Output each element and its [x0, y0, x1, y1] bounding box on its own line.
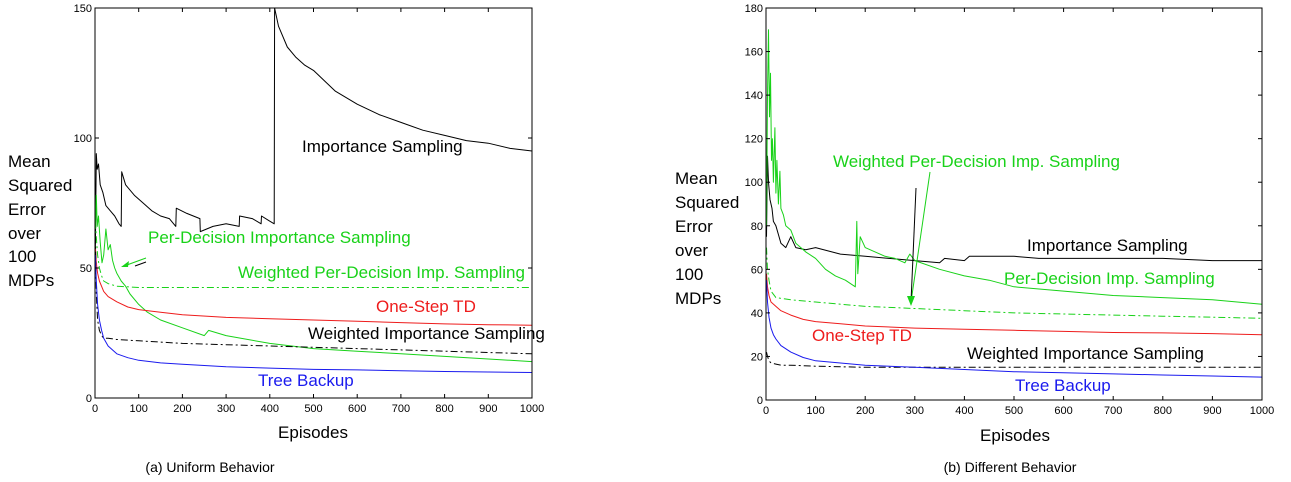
annotation-one-step-td: One-Step TD — [376, 297, 476, 316]
y-tick-label: 60 — [751, 264, 763, 276]
x-tick-label: 500 — [1005, 405, 1023, 417]
y-tick-label: 80 — [751, 221, 763, 233]
chart-different-behavior: 0 100 200 300 400 500 600 700 800 900 1000 0 20 40 60 8… — [675, 3, 1274, 475]
series-line-one-step-td — [766, 273, 1263, 336]
series-line-tree-backup — [766, 280, 1263, 378]
y-axis-label-line: Squared — [8, 176, 72, 195]
y-axis-label-line: 100 — [8, 247, 36, 266]
y-axis-label-line: over — [675, 241, 708, 260]
y-tick-label: 140 — [745, 90, 763, 102]
series-line-one-step-td — [94, 247, 533, 326]
x-tick-label: 0 — [763, 405, 769, 417]
y-tick-label: 40 — [751, 308, 763, 320]
chart-caption: (a) Uniform Behavior — [145, 459, 274, 475]
y-tick-label: 180 — [745, 3, 763, 15]
x-axis-label: Episodes — [980, 426, 1050, 445]
annotation-tree-backup: Tree Backup — [258, 371, 354, 390]
x-tick-label: 1000 — [1250, 405, 1274, 417]
chart-caption: (b) Different Behavior — [944, 459, 1077, 475]
x-tick-label: 1000 — [520, 403, 544, 415]
y-tick-label: 160 — [745, 47, 763, 59]
x-tick-label: 700 — [1104, 405, 1122, 417]
y-axis-label-line: Error — [675, 217, 713, 236]
y-axis-label-line: Mean — [8, 152, 51, 171]
annotation-leader — [910, 187, 917, 303]
y-axis-label-line: MDPs — [675, 289, 721, 308]
x-tick-label: 800 — [435, 403, 453, 415]
y-tick-label: 0 — [86, 393, 92, 405]
series-line-weighted-per-decision-imp-sampling — [94, 221, 532, 288]
annotation-weighted-importance-sampling: Weighted Importance Sampling — [967, 344, 1204, 363]
y-axis-label: Mean Squared Error over 100 MDPs — [675, 169, 739, 308]
y-axis-label-line: over — [8, 224, 41, 243]
annotation-weighted-per-decision: Weighted Per-Decision Imp. Sampling — [238, 263, 525, 282]
x-tick-label: 100 — [806, 405, 824, 417]
x-tick-label: 500 — [304, 403, 322, 415]
annotation-arrowhead — [907, 296, 915, 306]
y-tick-label: 100 — [74, 133, 92, 145]
x-tick-label: 700 — [392, 403, 410, 415]
annotation-arrowhead — [121, 261, 129, 267]
annotation-importance-sampling: Importance Sampling — [1027, 236, 1188, 255]
annotation-arrow — [910, 171, 931, 303]
annotation-weighted-importance-sampling: Weighted Importance Sampling — [308, 324, 545, 343]
annotation-per-decision-importance-sampling: Per-Decision Importance Sampling — [148, 228, 411, 247]
series-line-per-decision-importance-sampling — [94, 194, 533, 363]
y-tick-label: 100 — [745, 177, 763, 189]
annotation-one-step-td: One-Step TD — [812, 326, 912, 345]
series-line-tree-backup — [94, 254, 533, 373]
annotation-importance-sampling: Importance Sampling — [302, 137, 463, 156]
series-line-importance-sampling — [766, 155, 1262, 264]
y-axis-label-line: MDPs — [8, 271, 54, 290]
y-axis-label-line: Mean — [675, 169, 718, 188]
series-line-importance-sampling — [94, 7, 533, 248]
x-tick-label: 900 — [479, 403, 497, 415]
x-tick-label: 300 — [906, 405, 924, 417]
x-tick-label: 800 — [1154, 405, 1172, 417]
series-line-weighted-importance-sampling — [766, 351, 1262, 368]
x-tick-label: 0 — [92, 403, 98, 415]
x-tick-label: 200 — [856, 405, 874, 417]
x-tick-label: 100 — [130, 403, 148, 415]
x-tick-label: 900 — [1203, 405, 1221, 417]
x-axis-label: Episodes — [278, 423, 348, 442]
series-line-weighted-importance-sampling — [94, 236, 533, 355]
annotation-per-decision-imp-sampling: Per-Decision Imp. Sampling — [1004, 269, 1215, 288]
y-axis-label-line: Error — [8, 200, 46, 219]
x-tick-label: 600 — [348, 403, 366, 415]
chart-uniform-behavior: 0 100 200 300 400 500 600 700 800 900 1000 0 50 100 15… — [8, 3, 545, 475]
y-tick-label: 150 — [74, 3, 92, 15]
annotation-leader — [134, 261, 147, 267]
x-tick-label: 400 — [261, 403, 279, 415]
x-tick-label: 200 — [173, 403, 191, 415]
y-axis-label-line: Squared — [675, 193, 739, 212]
y-tick-label: 50 — [80, 263, 92, 275]
y-axis-label-line: 100 — [675, 265, 703, 284]
x-tick-label: 600 — [1054, 405, 1072, 417]
y-tick-label: 0 — [757, 395, 763, 407]
series-line-per-decision-imp-sampling — [766, 29, 1263, 305]
annotation-tree-backup: Tree Backup — [1015, 376, 1111, 395]
x-tick-label: 300 — [217, 403, 235, 415]
annotation-weighted-per-decision: Weighted Per-Decision Imp. Sampling — [833, 152, 1120, 171]
x-tick-label: 400 — [955, 405, 973, 417]
y-tick-label: 120 — [745, 134, 763, 146]
y-tick-label: 20 — [751, 351, 763, 363]
y-axis-label: Mean Squared Error over 100 MDPs — [8, 152, 72, 290]
series-line-weighted-per-decision-imp-sampling — [766, 247, 1263, 319]
